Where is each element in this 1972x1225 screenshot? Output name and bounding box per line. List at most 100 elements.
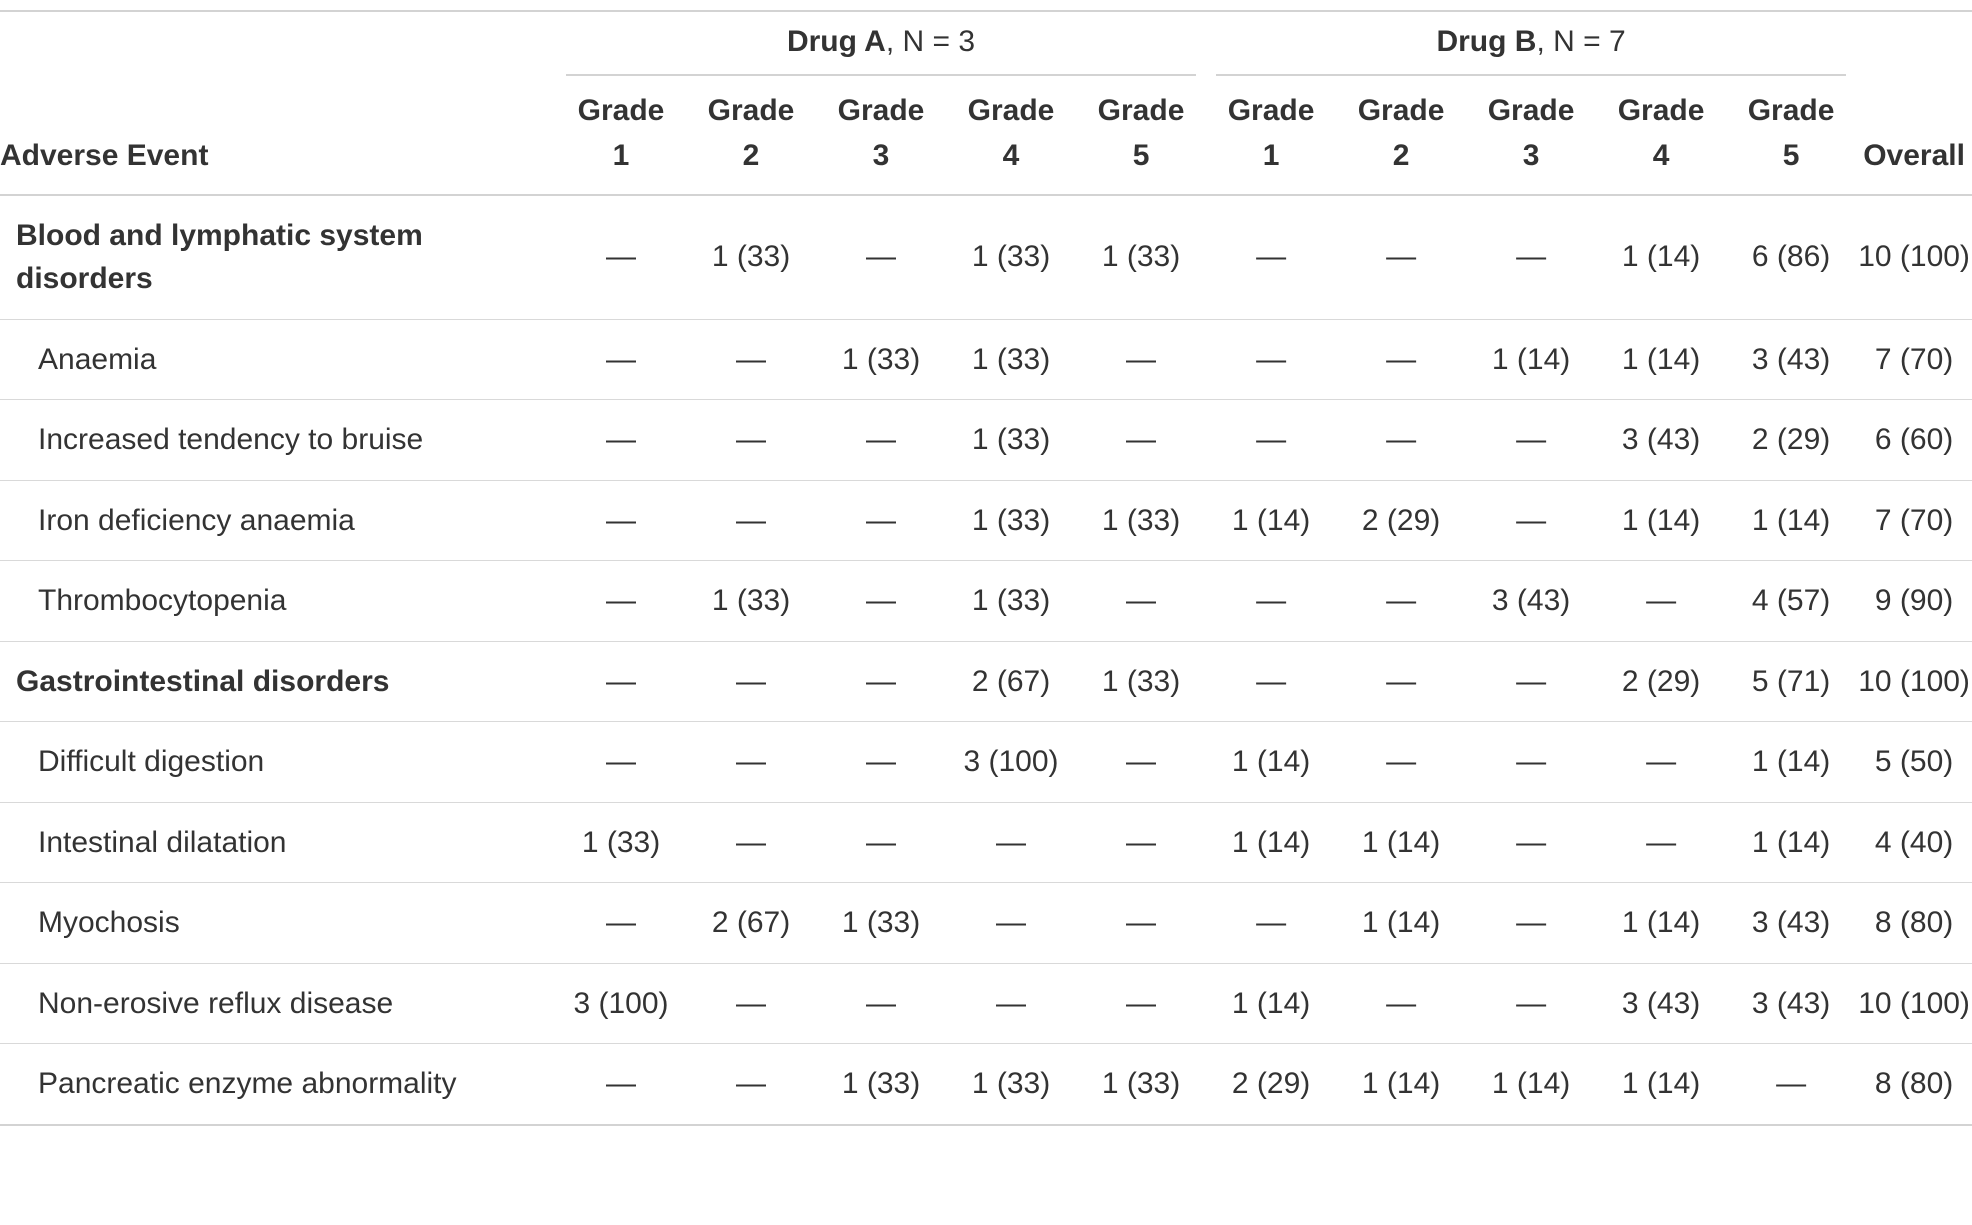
cell: 3 (100)	[946, 721, 1076, 802]
cell: —	[816, 640, 946, 722]
row-label: Myochosis	[0, 882, 556, 963]
cell: —	[1206, 640, 1337, 722]
drug-a-label: Drug A	[786, 25, 886, 58]
cell: —	[556, 479, 686, 561]
cell: 3 (43)	[1726, 882, 1857, 963]
cell: 10 (100)	[1856, 962, 1972, 1044]
cell: 1 (14)	[1596, 882, 1727, 963]
cell: 5 (71)	[1726, 640, 1857, 722]
cell: —	[686, 1043, 816, 1125]
event-row: Difficult digestion — — —3 (100) —1 (14) — — —…	[0, 721, 1972, 802]
cell: —	[816, 479, 946, 561]
cell: —	[556, 560, 686, 641]
cell: 8 (80)	[1856, 1043, 1972, 1125]
cell: —	[1206, 399, 1337, 480]
cell: —	[1596, 560, 1727, 641]
cell: 1 (14)	[1596, 1043, 1727, 1125]
cell: —	[1466, 882, 1597, 963]
drug-b-spanner: Drug B, N = 7	[1206, 11, 1856, 76]
cell: 9 (90)	[1856, 560, 1972, 641]
cell: 1 (33)	[946, 194, 1076, 319]
cell: —	[556, 318, 686, 400]
cell: 3 (43)	[1466, 560, 1597, 641]
cell: —	[1336, 560, 1467, 641]
cell: —	[946, 962, 1076, 1044]
cell: 3 (43)	[1596, 962, 1727, 1044]
cell: 1 (14)	[1726, 801, 1857, 883]
col-header-grade-a1: Grade 1	[556, 75, 686, 196]
cell: 1 (14)	[1596, 318, 1727, 400]
cell: 1 (14)	[1726, 721, 1857, 802]
row-label: Anaemia	[0, 318, 556, 400]
col-header-grade-b1: Grade 1	[1206, 75, 1337, 196]
table-header: Drug A, N = 3 Drug B, N = 7 Adverse Even…	[0, 11, 1972, 196]
cell: 1 (33)	[1076, 1043, 1207, 1125]
cell: 1 (14)	[1596, 479, 1727, 561]
cell: —	[686, 318, 816, 400]
cell: 7 (70)	[1856, 479, 1972, 561]
group-row: Blood and lymphatic system disorders —1 …	[0, 194, 1972, 319]
cell: —	[816, 194, 946, 319]
col-header-grade-a2: Grade 2	[686, 75, 816, 196]
group-row: Gastrointestinal disorders — — —2 (67) 1 (3…	[0, 640, 1972, 722]
cell: —	[1336, 640, 1467, 722]
col-header-grade-b2: Grade 2	[1336, 75, 1467, 196]
cell: —	[946, 882, 1076, 963]
cell: —	[1466, 962, 1597, 1044]
cell: —	[1336, 194, 1467, 319]
cell: 1 (33)	[946, 399, 1076, 480]
col-header-adverse-event: Adverse Event	[0, 75, 556, 196]
cell: 3 (100)	[556, 962, 686, 1044]
cell: —	[1076, 399, 1207, 480]
cell: 1 (33)	[686, 560, 816, 641]
cell: —	[946, 801, 1076, 883]
cell: 1 (33)	[946, 560, 1076, 641]
row-label: Non-erosive reflux disease	[0, 962, 556, 1044]
column-header-row: Adverse Event Grade 1 Grade 2 Grade 3 Grade…	[0, 75, 1972, 196]
cell: —	[1726, 1043, 1857, 1125]
cell: 2 (67)	[946, 640, 1076, 722]
cell: 1 (14)	[1336, 801, 1467, 883]
cell: 1 (33)	[946, 479, 1076, 561]
row-label: Blood and lymphatic system disorders	[0, 194, 556, 319]
cell: 7 (70)	[1856, 318, 1972, 400]
drug-b-n: , N = 7	[1536, 25, 1626, 58]
cell: 1 (14)	[1336, 882, 1467, 963]
cell: —	[686, 801, 816, 883]
drug-a-spanner: Drug A, N = 3	[556, 11, 1206, 76]
cell: —	[1076, 318, 1207, 400]
cell: 1 (33)	[556, 801, 686, 883]
row-label: Gastrointestinal disorders	[0, 640, 556, 722]
cell: 1 (33)	[1076, 479, 1207, 561]
cell: 1 (33)	[816, 1043, 946, 1125]
row-label: Thrombocytopenia	[0, 560, 556, 641]
col-header-grade-b4: Grade 4	[1596, 75, 1727, 196]
cell: —	[816, 721, 946, 802]
cell: —	[1336, 399, 1467, 480]
cell: 1 (14)	[1596, 194, 1727, 319]
col-header-grade-a5: Grade 5	[1076, 75, 1207, 196]
cell: —	[1596, 801, 1727, 883]
cell: 1 (33)	[686, 194, 816, 319]
table-body: Blood and lymphatic system disorders —1 …	[0, 194, 1972, 1125]
col-header-grade-a3: Grade 3	[816, 75, 946, 196]
cell: —	[556, 194, 686, 319]
cell: 10 (100)	[1856, 640, 1972, 722]
cell: 1 (14)	[1206, 721, 1337, 802]
cell: 3 (43)	[1726, 962, 1857, 1044]
cell: —	[556, 640, 686, 722]
cell: 1 (14)	[1206, 479, 1337, 561]
row-label: Pancreatic enzyme abnormality	[0, 1043, 556, 1125]
cell: —	[1336, 721, 1467, 802]
cell: —	[1466, 479, 1597, 561]
event-row: Myochosis —2 (67) 1 (33) — — —1 (14) —1 (14) 3…	[0, 882, 1972, 963]
cell: —	[556, 882, 686, 963]
drug-spanner-row: Drug A, N = 3 Drug B, N = 7	[0, 11, 1972, 76]
event-row: Anaemia — —1 (33) 1 (33) — — —1 (14) 1 (14) 3 (…	[0, 318, 1972, 400]
col-header-grade-b3: Grade 3	[1466, 75, 1597, 196]
cell: 2 (29)	[1206, 1043, 1337, 1125]
cell: 1 (33)	[1076, 640, 1207, 722]
cell: 1 (14)	[1466, 1043, 1597, 1125]
cell: 1 (33)	[1076, 194, 1207, 319]
cell: 1 (33)	[816, 882, 946, 963]
